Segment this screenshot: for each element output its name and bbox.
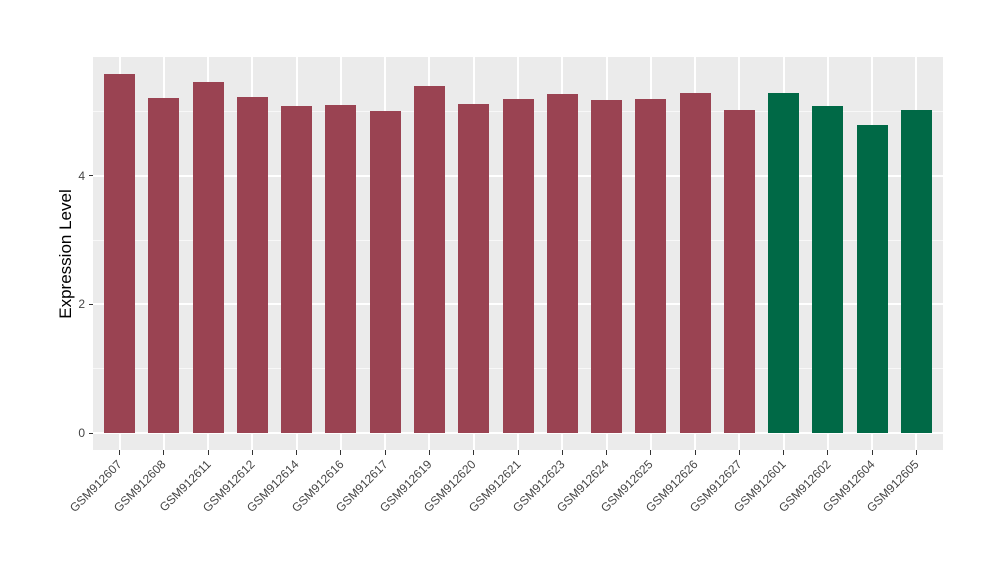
bar-GSM912617: [369, 111, 401, 433]
x-tick-mark: [296, 450, 298, 455]
bar-GSM912627: [723, 110, 755, 433]
x-tick-mark: [473, 450, 475, 455]
bar-GSM912605: [900, 110, 932, 433]
y-tick-mark: [88, 303, 93, 305]
bar-GSM912625: [635, 99, 667, 433]
bar-GSM912616: [325, 104, 357, 433]
bar-GSM912624: [591, 99, 623, 433]
x-tick-mark: [517, 450, 519, 455]
bar-GSM912611: [192, 82, 224, 433]
bar-GSM912614: [281, 105, 313, 433]
bar-GSM912621: [502, 99, 534, 433]
x-tick-mark: [871, 450, 873, 455]
y-tick-mark: [88, 175, 93, 177]
x-tick-mark: [694, 450, 696, 455]
x-tick-mark: [428, 450, 430, 455]
x-tick-mark: [650, 450, 652, 455]
x-tick-mark: [207, 450, 209, 455]
x-tick-mark: [384, 450, 386, 455]
x-tick-mark: [783, 450, 785, 455]
bar-GSM912620: [458, 104, 490, 433]
y-tick-label: 2: [78, 297, 85, 312]
bar-GSM912612: [236, 97, 268, 433]
bar-GSM912602: [812, 105, 844, 433]
y-tick-label: 0: [78, 426, 85, 440]
bar-GSM912607: [104, 74, 136, 433]
x-tick-mark: [606, 450, 608, 455]
x-tick-mark: [738, 450, 740, 455]
bar-GSM912604: [856, 124, 888, 433]
bar-GSM912608: [148, 97, 180, 433]
bar-GSM912601: [768, 92, 800, 433]
bar-GSM912619: [413, 85, 445, 433]
x-tick-mark: [561, 450, 563, 455]
x-tick-mark: [251, 450, 253, 455]
plot-panel: [93, 57, 943, 450]
y-tick-mark: [88, 432, 93, 434]
bar-GSM912623: [546, 93, 578, 433]
x-tick-mark: [119, 450, 121, 455]
bar-GSM912626: [679, 92, 711, 433]
x-tick-mark: [915, 450, 917, 455]
x-tick-mark: [340, 450, 342, 455]
x-tick-mark: [163, 450, 165, 455]
y-tick-label: 4: [78, 168, 85, 183]
x-tick-mark: [827, 450, 829, 455]
